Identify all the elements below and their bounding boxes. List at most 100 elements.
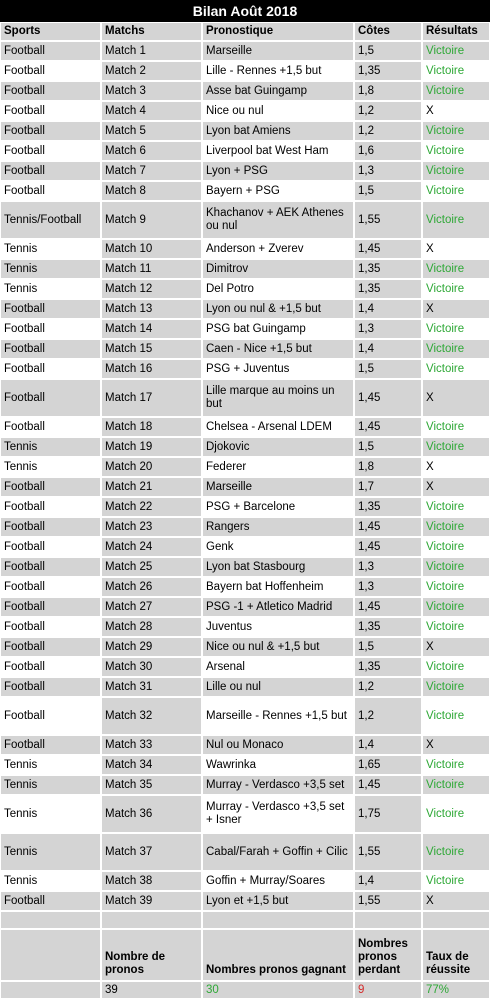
table-row: Tennis Match 37 Cabal/Farah + Goffin + Cil… [0,833,490,871]
result-cell: Victoire [423,360,489,378]
result-cell: Victoire [423,618,489,636]
match-cell: Match 29 [102,638,201,656]
cote-cell: 1,8 [355,82,421,100]
sheet-title: Bilan Août 2018 [0,0,490,22]
match-cell: Match 3 [102,82,201,100]
match-cell: Match 15 [102,340,201,358]
match-cell: Match 4 [102,102,201,120]
table-row: Football Match 14 PSG bat Guingamp 1,3 Victo… [0,319,490,339]
table-row: Football Match 16 PSG + Juventus 1,5 Victoir… [0,359,490,379]
cote-cell: 1,4 [355,736,421,754]
sport-cell: Football [1,380,100,416]
prono-cell: Djokovic [203,438,353,456]
prono-cell: Caen - Nice +1,5 but [203,340,353,358]
cote-cell: 1,35 [355,498,421,516]
result-cell: Victoire [423,578,489,596]
prono-cell: Lille ou nul [203,678,353,696]
cote-cell: 1,55 [355,834,421,870]
prono-cell: Murray - Verdasco +3,5 set + Isner [203,796,353,832]
cote-cell: 1,45 [355,380,421,416]
table-row: Football Match 33 Nul ou Monaco 1,4 X [0,735,490,755]
match-cell: Match 33 [102,736,201,754]
result-cell: Victoire [423,280,489,298]
match-cell: Match 18 [102,418,201,436]
result-cell: X [423,102,489,120]
prono-cell: Arsenal [203,658,353,676]
result-cell: Victoire [423,756,489,774]
summary-rate-label: Taux de réussite [423,930,489,980]
result-cell: Victoire [423,62,489,80]
cote-cell: 1,5 [355,360,421,378]
sport-cell: Tennis [1,240,100,258]
prono-cell: Marseille - Rennes +1,5 but [203,698,353,734]
summary-values-row: 39 30 9 77% [0,981,490,999]
sport-cell: Football [1,892,100,910]
sport-cell: Football [1,182,100,200]
result-cell: Victoire [423,678,489,696]
table-row: Football Match 15 Caen - Nice +1,5 but 1,4 V… [0,339,490,359]
spacer-row [0,911,490,929]
prono-cell: Asse bat Guingamp [203,82,353,100]
result-cell: Victoire [423,776,489,794]
result-cell: Victoire [423,498,489,516]
table-row: Tennis Match 10 Anderson + Zverev 1,45 X [0,239,490,259]
result-cell: Victoire [423,82,489,100]
match-cell: Match 20 [102,458,201,476]
match-cell: Match 19 [102,438,201,456]
sport-cell: Football [1,618,100,636]
table-row: Tennis/Football Match 9 Khachanov + AEK At… [0,201,490,239]
prono-cell: Liverpool bat West Ham [203,142,353,160]
result-cell: Victoire [423,558,489,576]
table-row: Football Match 32 Marseille - Rennes +1,5 … [0,697,490,735]
empty-cell [423,912,489,928]
sport-cell: Football [1,736,100,754]
table-row: Football Match 2 Lille - Rennes +1,5 but 1,… [0,61,490,81]
match-cell: Match 35 [102,776,201,794]
table-row: Tennis Match 11 Dimitrov 1,35 Victoire [0,259,490,279]
match-cell: Match 39 [102,892,201,910]
cote-cell: 1,45 [355,418,421,436]
cote-cell: 1,7 [355,478,421,496]
sport-cell: Tennis [1,796,100,832]
header-pronostique: Pronostique [203,23,353,40]
header-resultats: Résultats [423,23,489,40]
match-cell: Match 16 [102,360,201,378]
table-row: Football Match 26 Bayern bat Hoffenheim 1,3… [0,577,490,597]
summary-won-label: Nombres pronos gagnant [203,930,353,980]
empty-cell [1,912,100,928]
prono-cell: Bayern bat Hoffenheim [203,578,353,596]
table-row: Football Match 30 Arsenal 1,35 Victoire [0,657,490,677]
sport-cell: Football [1,578,100,596]
cote-cell: 1,45 [355,518,421,536]
prono-cell: Genk [203,538,353,556]
match-cell: Match 30 [102,658,201,676]
result-cell: Victoire [423,142,489,160]
result-cell: Victoire [423,834,489,870]
prono-cell: Nul ou Monaco [203,736,353,754]
match-cell: Match 32 [102,698,201,734]
result-cell: Victoire [423,182,489,200]
table-row: Football Match 27 PSG -1 + Atletico Madrid… [0,597,490,617]
prono-cell: Lyon + PSG [203,162,353,180]
match-cell: Match 17 [102,380,201,416]
table-row: Football Match 13 Lyon ou nul & +1,5 but 1,… [0,299,490,319]
cote-cell: 1,45 [355,240,421,258]
table-row: Tennis Match 12 Del Potro 1,35 Victoire [0,279,490,299]
result-cell: Victoire [423,438,489,456]
cote-cell: 1,4 [355,300,421,318]
sport-cell: Football [1,678,100,696]
sport-cell: Tennis [1,458,100,476]
table-row: Football Match 23 Rangers 1,45 Victoire [0,517,490,537]
summary-lost-label: Nombres pronos perdant [355,930,421,980]
sport-cell: Football [1,558,100,576]
prono-cell: Lille - Rennes +1,5 but [203,62,353,80]
table-row: Football Match 3 Asse bat Guingamp 1,8 Victo… [0,81,490,101]
table-row: Football Match 8 Bayern + PSG 1,5 Victoire [0,181,490,201]
prono-cell: Chelsea - Arsenal LDEM [203,418,353,436]
match-cell: Match 36 [102,796,201,832]
result-cell: Victoire [423,796,489,832]
match-cell: Match 21 [102,478,201,496]
sport-cell: Tennis [1,438,100,456]
sport-cell: Tennis [1,872,100,890]
prono-cell: PSG -1 + Atletico Madrid [203,598,353,616]
